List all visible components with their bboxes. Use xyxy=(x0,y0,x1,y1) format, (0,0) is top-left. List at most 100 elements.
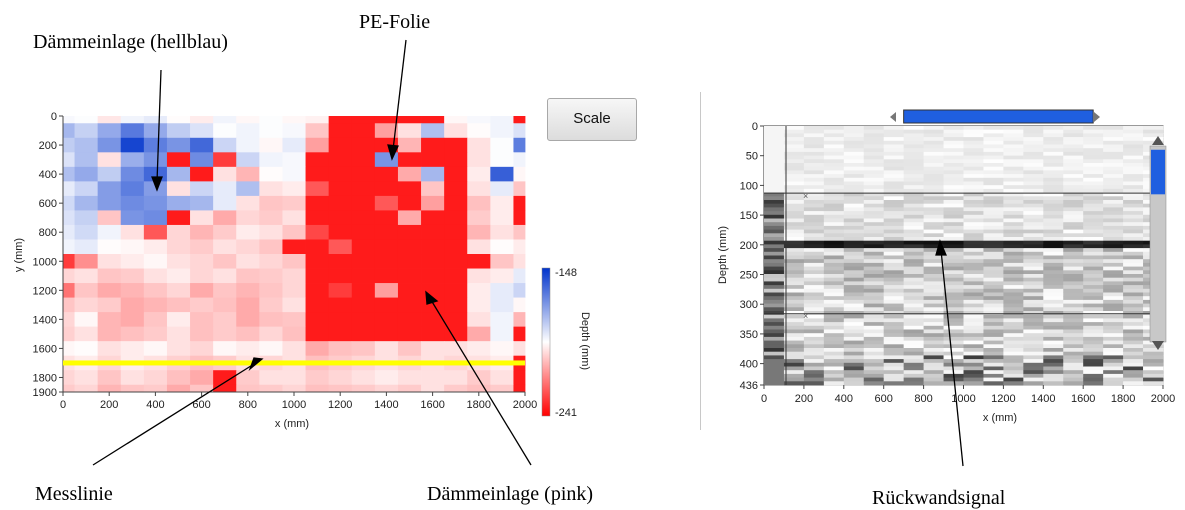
heatmap-cell xyxy=(74,297,99,313)
bscan-cell xyxy=(1103,333,1124,338)
bscan-cell xyxy=(883,351,905,356)
scroll-down-arrow[interactable] xyxy=(1152,341,1164,350)
vertical-scrollbar-track[interactable] xyxy=(1149,145,1167,343)
bscan-cell xyxy=(1043,203,1064,208)
heatmap-cell xyxy=(374,181,399,197)
heatmap-cell xyxy=(259,116,283,124)
heatmap-cell xyxy=(213,195,237,211)
bscan-cell xyxy=(903,299,924,304)
bscan-cell xyxy=(1043,225,1064,230)
heatmap-cell xyxy=(282,116,306,124)
heatmap-cell xyxy=(374,137,399,153)
heatmap-cell xyxy=(305,166,330,182)
bscan-y-tick-label: 200 xyxy=(740,240,758,252)
bscan-cell xyxy=(983,222,1004,227)
bscan-cell xyxy=(1023,214,1044,219)
bscan-cell xyxy=(1023,377,1044,382)
bscan-cell xyxy=(1023,251,1044,256)
horizontal-range-slider[interactable] xyxy=(903,109,1094,124)
bscan-cell xyxy=(1083,126,1104,131)
bscan-cell xyxy=(943,259,964,264)
bscan-cell xyxy=(1003,170,1024,175)
scale-button[interactable]: Scale xyxy=(547,98,637,141)
bscan-cell xyxy=(983,196,1004,201)
bscan-cell xyxy=(764,185,785,190)
bscan-cell xyxy=(764,244,785,249)
bscan-cell xyxy=(923,137,944,142)
heatmap-cell xyxy=(190,152,214,168)
bscan-cell xyxy=(1003,329,1024,334)
bscan-cell xyxy=(863,181,885,186)
bscan-cell xyxy=(963,229,984,234)
bscan-cell xyxy=(963,218,984,223)
bscan-cell xyxy=(943,359,964,364)
heatmap-cell xyxy=(444,370,468,386)
bscan-cell xyxy=(764,377,785,382)
heatmap-cell xyxy=(259,341,283,357)
bscan-cell xyxy=(883,222,905,227)
heatmap-cell xyxy=(259,297,283,313)
bscan-cell xyxy=(863,351,885,356)
heatmap-cell xyxy=(190,283,214,298)
bscan-cell xyxy=(983,159,1004,164)
bscan-cell xyxy=(1023,259,1044,264)
bscan-cell xyxy=(1123,159,1144,164)
bscan-cell xyxy=(943,251,964,256)
bscan-cell xyxy=(1043,166,1064,171)
bscan-cell xyxy=(1023,126,1044,131)
heatmap-cell xyxy=(74,239,99,255)
bscan-cell xyxy=(1003,281,1024,286)
bscan-cell xyxy=(883,129,905,134)
bscan-cell xyxy=(823,244,845,249)
heatmap-cell xyxy=(374,239,399,255)
bscan-cell xyxy=(1083,318,1104,323)
bscan-cell xyxy=(843,163,865,168)
bscan-cell xyxy=(883,211,905,216)
bscan-cell xyxy=(1043,133,1064,138)
bscan-cell xyxy=(823,251,845,256)
bscan-cell xyxy=(963,248,984,253)
bscan-cell xyxy=(963,318,984,323)
heatmap-cell xyxy=(190,166,214,182)
bscan-cell xyxy=(883,274,905,279)
bscan-cell xyxy=(1043,366,1064,371)
bscan-cell xyxy=(823,303,845,308)
bscan-x-tick-label: 600 xyxy=(875,393,893,405)
bscan-cell xyxy=(943,240,964,245)
bscan-cell xyxy=(1103,166,1124,171)
bscan-cell xyxy=(1003,370,1024,375)
bscan-cell xyxy=(943,311,964,316)
scroll-up-arrow[interactable] xyxy=(1152,136,1164,145)
bscan-cell xyxy=(843,325,865,330)
bscan-cell xyxy=(803,133,825,138)
y-tick-label: 200 xyxy=(39,140,57,152)
bscan-cell xyxy=(1083,266,1104,271)
bscan-cell xyxy=(1083,159,1104,164)
heatmap-cell xyxy=(444,210,468,226)
bscan-cell xyxy=(1063,174,1084,179)
bscan-cell xyxy=(823,311,845,316)
bscan-cell xyxy=(983,292,1004,297)
heatmap-cell xyxy=(120,297,145,313)
slider-left-arrow[interactable] xyxy=(890,112,896,122)
bscan-cell xyxy=(923,192,944,197)
bscan-cell xyxy=(1003,362,1024,367)
bscan-cell xyxy=(823,266,845,271)
bscan-cell xyxy=(803,151,825,156)
bscan-cell xyxy=(1083,137,1104,142)
bscan-cell xyxy=(863,244,885,249)
bscan-cell xyxy=(903,251,924,256)
bscan-cell xyxy=(1003,288,1024,293)
bscan-cell xyxy=(1123,185,1144,190)
bscan-cell xyxy=(803,192,825,197)
bscan-cell xyxy=(1123,237,1144,242)
bscan-cell xyxy=(863,366,885,371)
bscan-cell xyxy=(943,233,964,238)
bscan-cell xyxy=(1083,148,1104,153)
bscan-y-tick-label: 250 xyxy=(740,270,758,282)
vertical-scroll-thumb[interactable] xyxy=(1151,149,1165,195)
slider-right-arrow[interactable] xyxy=(1094,112,1100,122)
bscan-cell xyxy=(883,277,905,282)
bscan-cell xyxy=(1103,192,1124,197)
bscan-cell xyxy=(863,336,885,341)
